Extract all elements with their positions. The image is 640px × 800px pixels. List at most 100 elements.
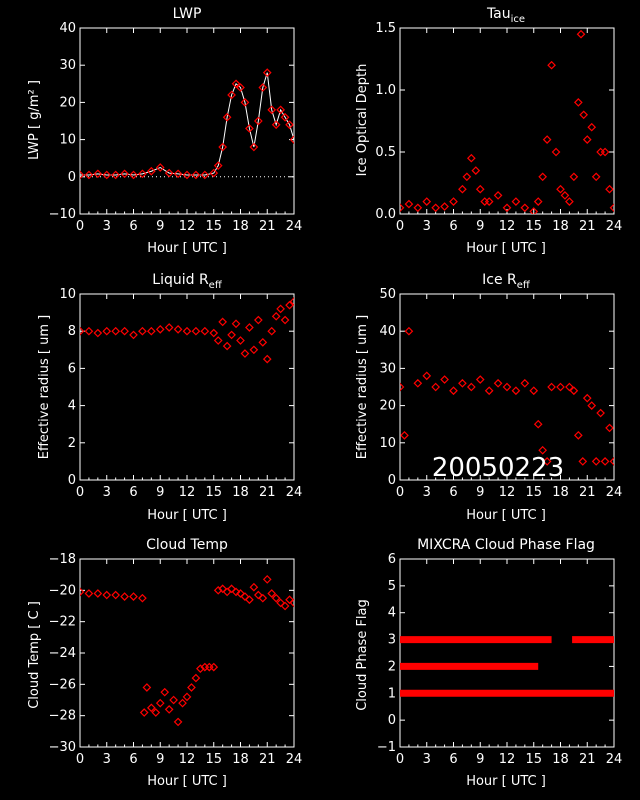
panel-ice-reff-title-main: Ice R — [482, 272, 517, 288]
data-point — [218, 317, 228, 327]
y-tick-label: 0 — [68, 170, 76, 185]
data-point — [400, 203, 405, 213]
y-tick-label: 10 — [59, 133, 76, 148]
data-point — [169, 695, 178, 705]
data-point — [120, 326, 129, 336]
data-point — [466, 382, 476, 392]
x-tick-label: 3 — [423, 485, 431, 500]
data-point — [182, 692, 192, 702]
x-tick-label: 12 — [179, 752, 196, 767]
data-point — [569, 386, 579, 396]
data-point — [267, 326, 277, 336]
data-point — [155, 163, 165, 172]
data-point — [271, 120, 281, 130]
data-point — [276, 304, 285, 314]
panel-cloud_temp-plot-area — [80, 575, 294, 727]
data-point — [422, 197, 432, 206]
data-point — [547, 382, 556, 392]
data-point — [196, 664, 205, 674]
panel-phase_flag-plot-area — [400, 636, 614, 697]
y-tick-label: 3 — [388, 633, 396, 648]
data-point — [440, 202, 449, 211]
data-point — [84, 589, 94, 598]
data-point — [142, 683, 152, 692]
panel-ice-reff: Ice Reff Hour [ UTC ] Effective radius [… — [355, 272, 622, 523]
data-point — [222, 112, 232, 122]
x-tick-label: 21 — [579, 219, 596, 234]
x-tick-label: 12 — [499, 485, 516, 500]
data-point — [591, 457, 601, 466]
data-point — [236, 589, 245, 598]
x-tick-label: 12 — [499, 752, 516, 767]
data-point — [493, 378, 503, 388]
data-point — [520, 203, 530, 213]
data-point — [102, 326, 112, 336]
data-point — [565, 382, 574, 392]
data-point — [529, 207, 539, 214]
data-point — [605, 184, 614, 194]
y-tick-label: 1.0 — [375, 83, 396, 98]
data-point — [213, 336, 223, 345]
y-tick-label: −10 — [49, 207, 76, 222]
data-point — [227, 330, 236, 340]
x-tick-label: 6 — [129, 219, 137, 234]
data-point — [289, 598, 294, 608]
data-point — [502, 382, 512, 392]
data-point — [271, 593, 281, 603]
y-tick-label: 30 — [379, 361, 396, 376]
data-point — [178, 698, 187, 708]
x-tick-label: 3 — [103, 752, 111, 767]
data-point — [551, 147, 561, 157]
data-point — [542, 135, 552, 144]
panel-tau-xlabel: Hour [ UTC ] — [466, 241, 546, 256]
x-tick-label: 24 — [606, 485, 623, 500]
data-point — [565, 197, 574, 206]
y-tick-label: 6 — [68, 361, 76, 376]
x-tick-label: 6 — [129, 485, 137, 500]
x-tick-label: 15 — [205, 752, 222, 767]
x-tick-label: 12 — [179, 219, 196, 234]
data-point — [493, 191, 503, 200]
data-point — [258, 338, 268, 347]
data-point — [596, 408, 605, 418]
data-point — [240, 98, 250, 107]
data-point — [609, 457, 614, 466]
panel-ice-reff-title-sub: eff — [517, 280, 531, 291]
data-point — [280, 601, 290, 611]
panel-lwp: LWP Hour [ UTC ] LWP [ g/m² ] 0 3 6 9 12 15 18… — [27, 6, 302, 256]
data-point — [280, 112, 290, 122]
panel-liquid-reff-title-main: Liquid R — [152, 272, 209, 288]
panel-tau-title-main: Tau — [486, 6, 511, 22]
x-tick-label: 15 — [525, 752, 542, 767]
data-point — [511, 386, 521, 396]
panel-liquid-reff-xlabel: Hour [ UTC ] — [147, 508, 227, 523]
data-point — [240, 592, 250, 601]
data-point — [547, 60, 556, 70]
x-tick-label: 12 — [179, 485, 196, 500]
data-point — [404, 199, 414, 209]
y-tick-label: 5 — [388, 579, 396, 594]
data-point — [200, 326, 210, 336]
x-tick-label: 9 — [476, 219, 484, 234]
data-point — [280, 315, 290, 325]
panel-liquid-reff: Liquid Reff Hour [ UTC ] Effective radiu… — [37, 272, 302, 523]
data-point — [471, 166, 481, 175]
data-point — [80, 587, 85, 597]
data-point — [129, 592, 138, 601]
data-point — [475, 375, 485, 384]
x-tick-label: 9 — [156, 752, 164, 767]
data-point — [102, 590, 112, 600]
panel-liquid-reff-title: Liquid Reff — [152, 272, 223, 291]
data-point — [236, 83, 245, 92]
y-tick-label: 10 — [379, 436, 396, 451]
data-point — [440, 375, 449, 384]
panel-tau-ylabel: Ice Optical Depth — [355, 64, 370, 177]
x-tick-label: 15 — [525, 219, 542, 234]
data-point — [600, 457, 610, 466]
data-point — [413, 378, 423, 388]
panel-liquid-reff-ylabel: Effective radius [ um ] — [37, 315, 52, 459]
y-tick-label: 30 — [59, 58, 76, 73]
data-point — [231, 587, 241, 597]
y-tick-label: 20 — [59, 95, 76, 110]
data-point — [187, 683, 196, 692]
